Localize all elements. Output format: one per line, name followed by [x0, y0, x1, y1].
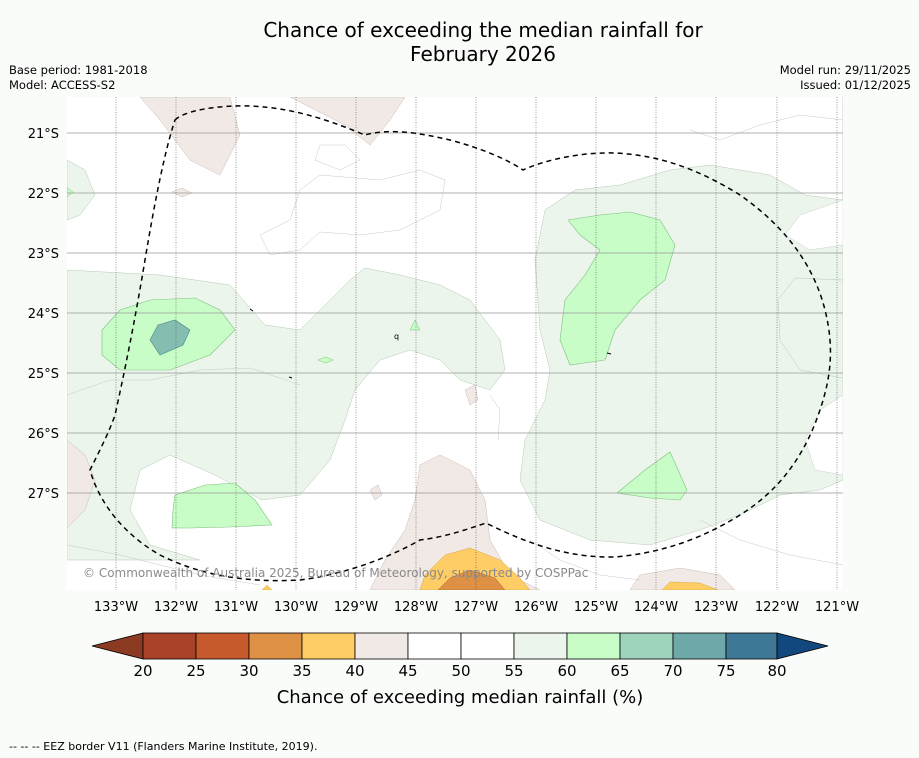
colorbar-bin	[248, 632, 303, 660]
contour-line	[529, 539, 641, 581]
contour-line	[67, 544, 261, 586]
region-60-65-southwest	[171, 482, 273, 529]
lon-label: 128°W	[394, 600, 438, 615]
colorbar-tick: 50	[451, 662, 470, 680]
colorbar-tick: 75	[716, 662, 735, 680]
colorbar-tick: 40	[345, 662, 364, 680]
colorbar-tick: 55	[504, 662, 523, 680]
colorbar-tick: 80	[767, 662, 786, 680]
lon-labels: 133°W 132°W 131°W 130°W 129°W 128°W 127°…	[94, 600, 859, 615]
colorbar-bin	[142, 632, 197, 660]
lon-label: 126°W	[514, 600, 558, 615]
region-40-45-north-a	[139, 97, 241, 176]
lon-label: 131°W	[214, 600, 258, 615]
lat-label: 22°S	[28, 187, 59, 202]
colorbar-tick: 60	[557, 662, 576, 680]
region-65-70	[149, 319, 191, 356]
rainfall-map: q © Commonwealth of Australia 2025, Bure…	[28, 97, 859, 708]
colorbar-over-triangle	[776, 632, 829, 660]
model-run: Model run: 29/11/2025	[779, 63, 911, 77]
stray-mark	[606, 352, 612, 355]
region-55-60-nw	[67, 159, 96, 221]
stray-mark	[288, 376, 293, 379]
stray-label: q	[394, 332, 399, 341]
region-60-65-speck-b	[317, 356, 334, 364]
contour-line	[689, 114, 843, 141]
region-55-60-east-lobe	[777, 277, 843, 379]
map-title: Chance of exceeding the median rainfall …	[200, 18, 766, 66]
colorbar-bin	[725, 632, 778, 660]
region-40-45-west	[67, 439, 96, 529]
region-35-40-speck	[261, 584, 273, 590]
colorbar-tick: 35	[292, 662, 311, 680]
contour-line	[489, 394, 501, 441]
lon-label: 122°W	[755, 600, 799, 615]
lat-label: 21°S	[28, 127, 59, 142]
region-50-55-east-b	[804, 394, 843, 476]
lon-label: 125°W	[574, 600, 618, 615]
graticule-lat	[67, 132, 843, 494]
lat-label: 25°S	[28, 367, 59, 382]
region-40-45-speck-a	[369, 484, 383, 501]
copyright-note: © Commonwealth of Australia 2025, Bureau…	[83, 566, 588, 580]
eez-border	[89, 105, 832, 582]
contour-line	[67, 367, 301, 396]
graticule	[115, 97, 838, 590]
model-name: Model: ACCESS-S2	[9, 78, 116, 92]
colorbar-tick: 70	[663, 662, 682, 680]
colorbar-under-triangle	[91, 632, 144, 660]
eez-footnote: -- -- -- EEZ border V11 (Flanders Marine…	[9, 740, 318, 753]
base-period: Base period: 1981-2018	[9, 63, 148, 77]
colorbar-tick: 45	[398, 662, 417, 680]
lon-label: 129°W	[334, 600, 378, 615]
colorbar-tick: 65	[610, 662, 629, 680]
lon-label: 121°W	[815, 600, 859, 615]
lon-label: 133°W	[94, 600, 138, 615]
colorbar-bin	[301, 632, 356, 660]
lon-label: 127°W	[454, 600, 498, 615]
lat-label: 23°S	[28, 247, 59, 262]
lat-labels: 21°S 22°S 23°S 24°S 25°S 26°S 27°S	[28, 127, 59, 502]
colorbar-tick: 20	[133, 662, 152, 680]
title-line-2: February 2026	[410, 42, 556, 66]
colorbar-bin	[619, 632, 674, 660]
colorbar-bin	[672, 632, 727, 660]
colorbar-bin	[407, 632, 462, 660]
colorbar-bin	[566, 632, 621, 660]
colorbar	[91, 632, 829, 660]
colorbar-bin	[460, 632, 515, 660]
region-35-40-southeast	[661, 581, 719, 590]
meta-right: Model run: 29/11/2025 Issued: 01/12/2025	[780, 63, 911, 93]
lon-label: 130°W	[274, 600, 318, 615]
colorbar-tick: 30	[239, 662, 258, 680]
region-60-65-north	[559, 211, 676, 366]
contour-line	[699, 519, 843, 566]
colorbar-label: Chance of exceeding median rainfall (%)	[277, 687, 644, 708]
region-60-65-southeast	[616, 451, 688, 501]
region-60-65-speck-c	[67, 187, 74, 198]
lat-label: 27°S	[28, 487, 59, 502]
contour-line	[314, 144, 361, 171]
colorbar-ticks: 20 25 30 35 40 45 50 55 60 65 70 75 80	[133, 662, 786, 680]
lon-label: 124°W	[634, 600, 678, 615]
region-40-45-speck-b	[464, 384, 479, 406]
colorbar-bin	[513, 632, 568, 660]
colorbar-bin	[195, 632, 250, 660]
lon-label: 123°W	[694, 600, 738, 615]
colorbar-tick: 25	[186, 662, 205, 680]
lat-label: 26°S	[28, 427, 59, 442]
region-30-35-south	[437, 569, 506, 590]
region-50-55-east-a	[784, 199, 843, 251]
contour-line	[259, 169, 446, 256]
lat-label: 24°S	[28, 307, 59, 322]
region-40-45-south	[369, 454, 541, 590]
region-35-40-south	[419, 547, 531, 590]
colorbar-bin	[354, 632, 409, 660]
issued-date: Issued: 01/12/2025	[800, 78, 911, 92]
title-line-1: Chance of exceeding the median rainfall …	[263, 18, 703, 42]
meta-left: Base period: 1981-2018 Model: ACCESS-S2	[9, 63, 148, 93]
lon-label: 132°W	[154, 600, 198, 615]
stray-mark	[249, 308, 254, 312]
region-60-65-speck-a	[409, 319, 421, 331]
